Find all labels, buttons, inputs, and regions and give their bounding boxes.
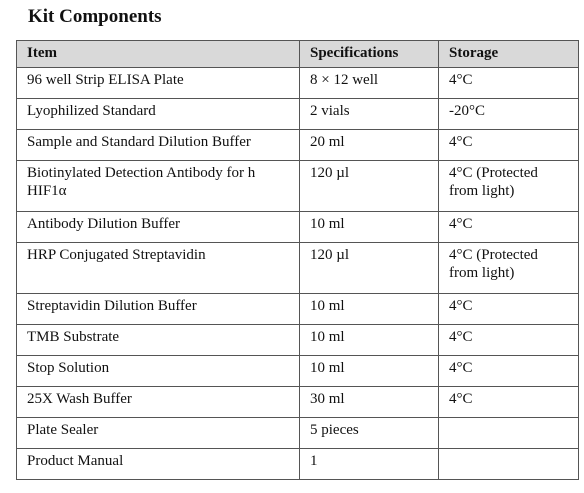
spec-cell: 8 × 12 well <box>299 67 439 99</box>
storage-cell <box>438 448 579 480</box>
storage-cell: 4°C <box>438 355 579 387</box>
components-table: Item Specifications Storage 96 well Stri… <box>16 40 579 480</box>
table-row: HRP Conjugated Streptavidin 120 µl 4°C (Pr… <box>16 242 579 294</box>
table-body: 96 well Strip ELISA Plate 8 × 12 well 4°C L… <box>16 67 579 480</box>
storage-cell: 4°C (Protected from light) <box>438 160 579 212</box>
spec-cell: 120 µl <box>299 160 439 212</box>
storage-cell <box>438 417 579 449</box>
item-cell: 25X Wash Buffer <box>16 386 300 418</box>
spec-cell: 10 ml <box>299 293 439 325</box>
spec-cell: 120 µl <box>299 242 439 294</box>
item-cell: Sample and Standard Dilution Buffer <box>16 129 300 161</box>
table-row: Sample and Standard Dilution Buffer 20 ml… <box>16 129 579 161</box>
storage-cell: 4°C <box>438 129 579 161</box>
item-cell: Stop Solution <box>16 355 300 387</box>
spec-cell: 2 vials <box>299 98 439 130</box>
storage-cell: -20°C <box>438 98 579 130</box>
item-cell: Product Manual <box>16 448 300 480</box>
storage-cell: 4°C <box>438 386 579 418</box>
item-cell: Streptavidin Dilution Buffer <box>16 293 300 325</box>
spec-cell: 10 ml <box>299 211 439 243</box>
storage-cell: 4°C <box>438 324 579 356</box>
item-cell: Antibody Dilution Buffer <box>16 211 300 243</box>
table-row: TMB Substrate 10 ml 4°C <box>16 324 579 356</box>
table-row: 96 well Strip ELISA Plate 8 × 12 well 4°C <box>16 67 579 99</box>
spec-cell: 20 ml <box>299 129 439 161</box>
spec-cell: 10 ml <box>299 324 439 356</box>
spec-cell: 10 ml <box>299 355 439 387</box>
item-cell: 96 well Strip ELISA Plate <box>16 67 300 99</box>
storage-cell: 4°C <box>438 67 579 99</box>
storage-cell: 4°C <box>438 293 579 325</box>
item-cell: Lyophilized Standard <box>16 98 300 130</box>
storage-cell: 4°C <box>438 211 579 243</box>
header-row: Item Specifications Storage <box>16 40 579 68</box>
spec-cell: 5 pieces <box>299 417 439 449</box>
spec-cell: 1 <box>299 448 439 480</box>
table-row: Biotinylated Detection Antibody for h HI… <box>16 160 579 212</box>
spec-cell: 30 ml <box>299 386 439 418</box>
column-header: Specifications <box>299 40 439 68</box>
section-title: Kit Components <box>28 6 162 27</box>
table-row: Product Manual 1 <box>16 448 579 480</box>
table-row: Streptavidin Dilution Buffer 10 ml 4°C <box>16 293 579 325</box>
item-cell: HRP Conjugated Streptavidin <box>16 242 300 294</box>
table-row: 25X Wash Buffer 30 ml 4°C <box>16 386 579 418</box>
table-row: Antibody Dilution Buffer 10 ml 4°C <box>16 211 579 243</box>
item-cell: Biotinylated Detection Antibody for h HI… <box>16 160 300 212</box>
column-header: Item <box>16 40 300 68</box>
table-row: Stop Solution 10 ml 4°C <box>16 355 579 387</box>
table-row: Lyophilized Standard 2 vials -20°C <box>16 98 579 130</box>
item-cell: TMB Substrate <box>16 324 300 356</box>
column-header: Storage <box>438 40 579 68</box>
table-row: Plate Sealer 5 pieces <box>16 417 579 449</box>
item-cell: Plate Sealer <box>16 417 300 449</box>
storage-cell: 4°C (Protected from light) <box>438 242 579 294</box>
